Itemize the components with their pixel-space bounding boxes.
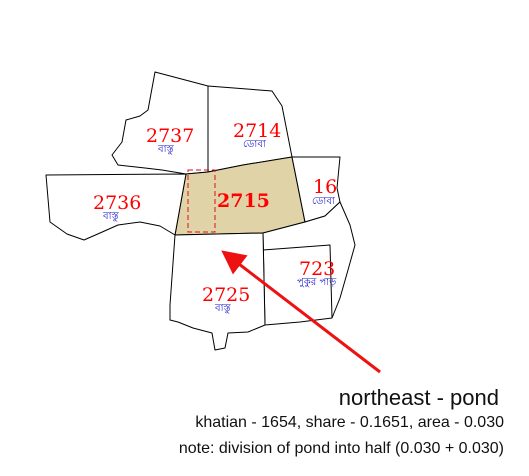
plot-label-16: 16: [313, 176, 337, 198]
plot-2736[interactable]: [45, 173, 187, 241]
plot-sublabel-2736: বাস্তু: [102, 211, 119, 222]
plot-sublabel-2714: ডোবা: [243, 139, 267, 150]
plot-label-2725: 2725: [202, 284, 250, 306]
plot-sublabel-2725: বাস্তু: [214, 303, 231, 314]
caption-note: note: division of pond into half (0.030 …: [178, 440, 504, 457]
plot-label-2736: 2736: [93, 192, 141, 214]
caption-title: northeast - pond: [338, 385, 499, 410]
plot-sublabel-16: ডোবা: [312, 196, 336, 207]
plot-2737[interactable]: [111, 71, 209, 175]
pond-division-dashed-box: [187, 169, 216, 233]
caption-details: khatian - 1654, share - 0.1651, area - 0…: [195, 414, 504, 431]
plot-label-2737: 2737: [146, 125, 194, 147]
pointer-arrow: [221, 250, 381, 374]
plot-label-2715: 2715: [217, 190, 270, 212]
plot-sublabel-2737: বাস্তু: [157, 144, 174, 155]
plot-723[interactable]: [262, 201, 356, 326]
plot-sublabel-723: পুকুর পাড়: [297, 277, 337, 288]
plot-723-inner-boundary: [262, 244, 333, 319]
plot-label-2714: 2714: [233, 120, 281, 142]
plot-label-723: 723: [299, 258, 335, 280]
